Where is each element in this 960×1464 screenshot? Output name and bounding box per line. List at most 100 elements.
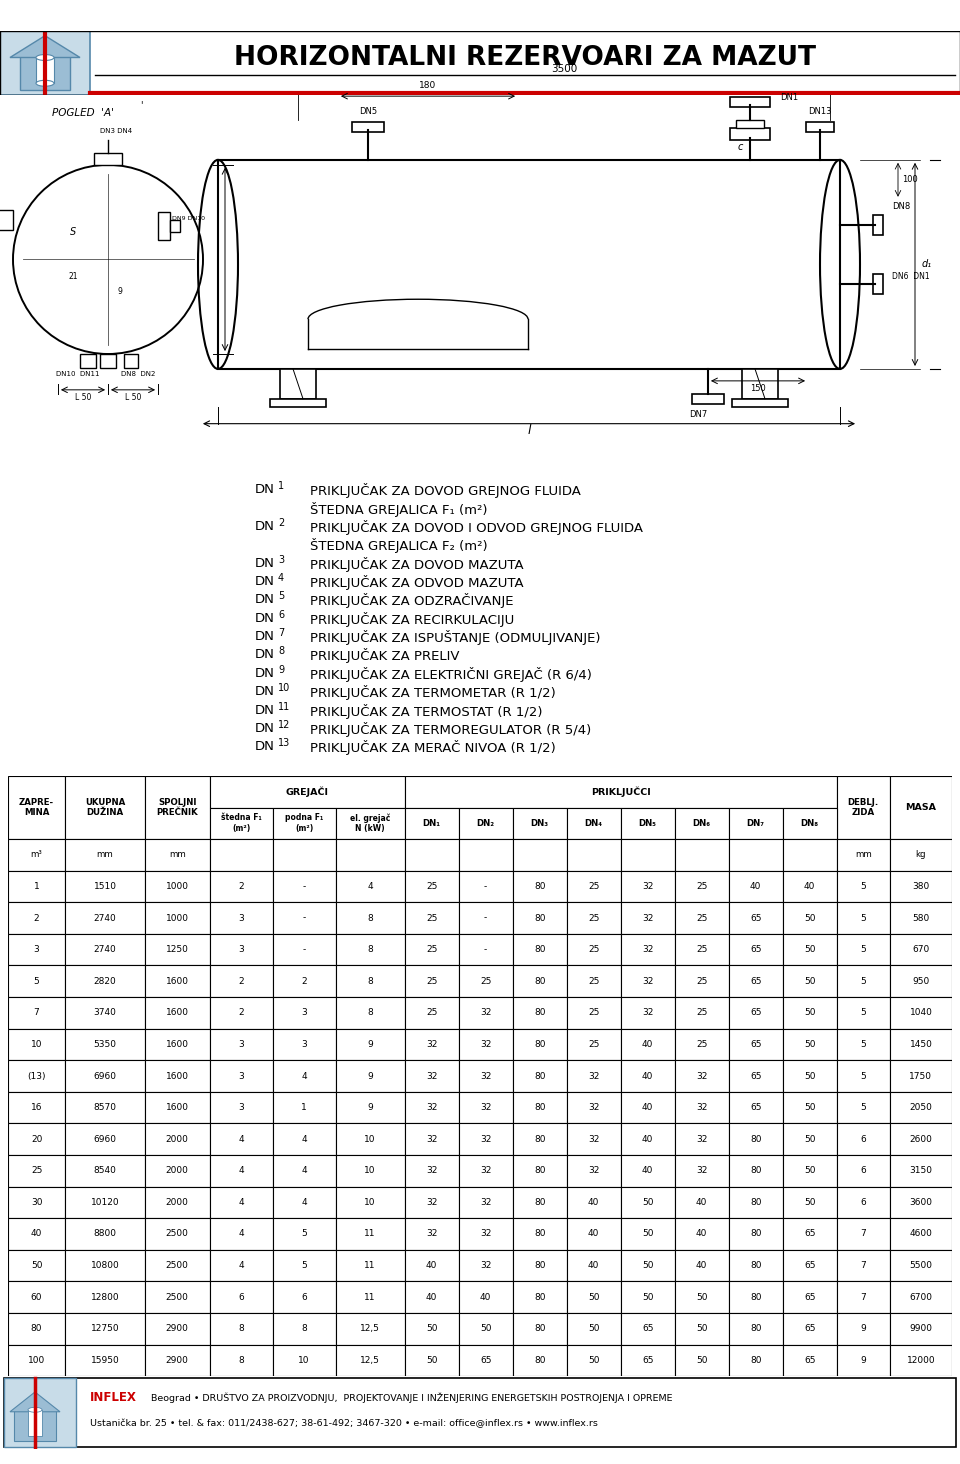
Text: HORIZONTALNI REZERVOARI ZA MAZUT: HORIZONTALNI REZERVOARI ZA MAZUT (234, 44, 816, 70)
Bar (729, 1250, 782, 1281)
Bar (729, 1218, 782, 1250)
Bar (404, 1218, 459, 1250)
Bar (837, 1313, 890, 1344)
Bar (692, 394, 724, 404)
Text: 4: 4 (238, 1135, 244, 1143)
Text: 9: 9 (860, 1325, 866, 1334)
Text: 80: 80 (750, 1356, 761, 1364)
Bar (210, 1187, 273, 1218)
Bar (513, 1155, 566, 1187)
Text: PRIKLJUČAK ZA ODZRAČIVANJE: PRIKLJUČAK ZA ODZRAČIVANJE (310, 593, 514, 609)
Text: PRIKLJUČAK ZA DOVOD MAZUTA: PRIKLJUČAK ZA DOVOD MAZUTA (310, 556, 523, 572)
Text: 10: 10 (299, 1356, 310, 1364)
Text: 4: 4 (238, 1261, 244, 1271)
Text: 6: 6 (238, 1293, 244, 1301)
Text: 3500: 3500 (551, 64, 577, 75)
Bar (566, 808, 621, 839)
Text: 3: 3 (301, 1009, 307, 1017)
Bar (729, 1029, 782, 1060)
Bar (566, 1218, 621, 1250)
Bar (675, 1029, 729, 1060)
Bar (837, 1123, 890, 1155)
Bar (621, 934, 675, 965)
Bar (890, 1250, 952, 1281)
Text: DN: DN (255, 520, 275, 533)
Bar (273, 997, 336, 1029)
Text: 50: 50 (426, 1356, 438, 1364)
Text: (13): (13) (27, 1072, 46, 1080)
Bar (890, 965, 952, 997)
Text: 65: 65 (804, 1293, 815, 1301)
Text: 32: 32 (642, 881, 654, 892)
Bar (65, 1281, 145, 1313)
Text: 25: 25 (588, 1009, 599, 1017)
Text: POGLED  'A': POGLED 'A' (52, 108, 114, 119)
Bar (100, 354, 116, 367)
Bar (513, 1344, 566, 1376)
Bar (65, 1187, 145, 1218)
Bar (20, 56, 70, 91)
Bar (621, 1123, 675, 1155)
Bar (218, 160, 840, 369)
Text: 60: 60 (31, 1293, 42, 1301)
Text: 40: 40 (696, 1230, 708, 1239)
Bar (729, 1092, 782, 1123)
Text: 5: 5 (860, 976, 866, 985)
Bar (210, 1092, 273, 1123)
Bar (8, 1187, 65, 1218)
Bar (566, 965, 621, 997)
Text: 9: 9 (860, 1356, 866, 1364)
Text: 100: 100 (902, 174, 918, 184)
Text: 5: 5 (860, 1039, 866, 1048)
Text: ZAPRE-
MINA: ZAPRE- MINA (19, 798, 54, 817)
Bar (890, 1155, 952, 1187)
Text: 4: 4 (238, 1198, 244, 1206)
Bar (729, 1123, 782, 1155)
Text: 2900: 2900 (166, 1325, 189, 1334)
Ellipse shape (36, 54, 54, 60)
Text: 25: 25 (426, 976, 438, 985)
Bar (513, 839, 566, 871)
Text: SPOLJNI
PREČNIK: SPOLJNI PREČNIK (156, 798, 198, 817)
Bar (336, 839, 404, 871)
Text: 30: 30 (31, 1198, 42, 1206)
Text: 25: 25 (696, 946, 708, 955)
Text: 1040: 1040 (909, 1009, 932, 1017)
Bar (890, 776, 952, 839)
Bar (336, 871, 404, 902)
Bar (459, 934, 513, 965)
Bar (65, 1123, 145, 1155)
Bar (621, 1060, 675, 1092)
Bar (273, 1092, 336, 1123)
Text: PRIKLJUČAK ZA TERMOREGULATOR (R 5/4): PRIKLJUČAK ZA TERMOREGULATOR (R 5/4) (310, 722, 591, 736)
Text: 6: 6 (860, 1198, 866, 1206)
Bar (404, 1344, 459, 1376)
Bar (273, 1155, 336, 1187)
Text: DN₈: DN₈ (801, 818, 819, 827)
Text: PRIKLJUČAK ZA ELEKTRIČNI GREJAČ (R 6/4): PRIKLJUČAK ZA ELEKTRIČNI GREJAČ (R 6/4) (310, 666, 592, 682)
Text: 6: 6 (860, 1135, 866, 1143)
Bar (675, 1155, 729, 1187)
Bar (782, 1281, 837, 1313)
Text: 25: 25 (588, 1039, 599, 1048)
Text: 40: 40 (642, 1039, 654, 1048)
Bar (621, 1187, 675, 1218)
Text: 2740: 2740 (94, 914, 116, 922)
Bar (513, 1250, 566, 1281)
Bar (336, 902, 404, 934)
Bar (837, 1060, 890, 1092)
Bar (273, 1123, 336, 1155)
Bar (782, 902, 837, 934)
Text: mm: mm (169, 851, 185, 859)
Bar (404, 871, 459, 902)
Bar (280, 369, 316, 398)
Bar (65, 902, 145, 934)
Bar (0, 209, 13, 230)
Text: 180: 180 (420, 81, 437, 91)
Text: 380: 380 (912, 881, 929, 892)
Bar (336, 1060, 404, 1092)
Bar (145, 934, 210, 965)
Bar (890, 1123, 952, 1155)
Bar (336, 1218, 404, 1250)
Text: 11: 11 (278, 701, 290, 712)
